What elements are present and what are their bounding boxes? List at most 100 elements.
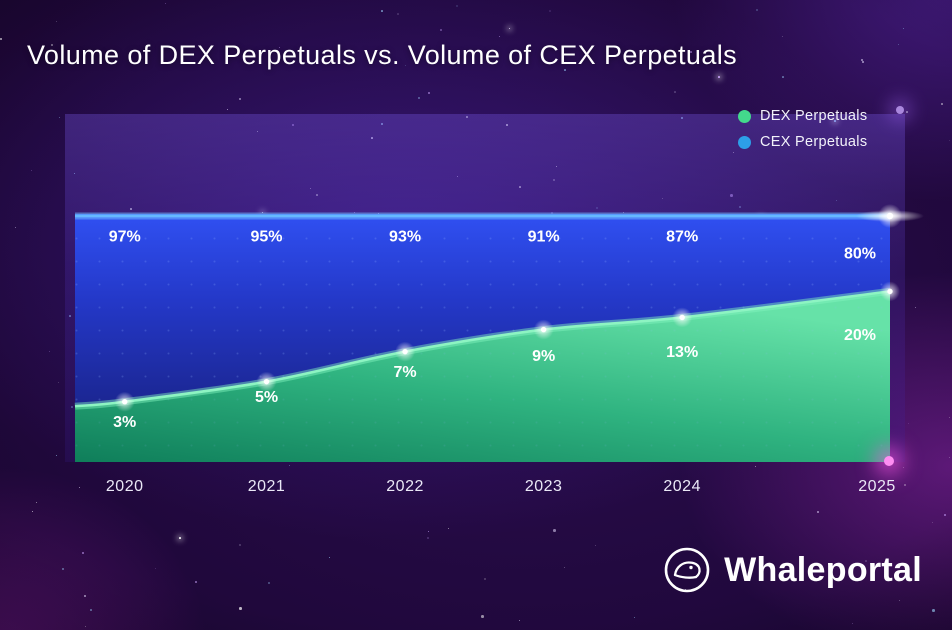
star-dot xyxy=(484,578,487,581)
star-dot xyxy=(499,36,500,37)
legend-label-dex: DEX Perpetuals xyxy=(760,108,868,124)
star-dot xyxy=(674,91,676,93)
star-dot xyxy=(817,511,819,513)
star-dot xyxy=(397,13,399,15)
star-dot xyxy=(329,557,331,559)
star-dot xyxy=(481,615,484,618)
dex-value-label: 3% xyxy=(113,414,136,431)
x-axis-label-2025: 2025 xyxy=(858,478,896,495)
star-dot xyxy=(634,617,636,619)
star-dot xyxy=(428,531,430,533)
cex-value-label: 95% xyxy=(251,229,283,246)
cex-legend-dot-icon xyxy=(738,135,751,149)
star-dot xyxy=(268,582,270,584)
data-point-marker xyxy=(540,326,547,333)
star-dot xyxy=(440,29,443,32)
star-dot xyxy=(595,545,597,547)
star-dot xyxy=(82,552,85,555)
dex-value-label: 5% xyxy=(255,389,278,406)
star-dot xyxy=(756,9,758,11)
star-dot xyxy=(179,537,181,539)
chart-panel: 97% 3% 95% 5% 93% 7% 91% 9% 87% 13% 80% 20% xyxy=(65,114,924,462)
data-point-marker xyxy=(263,378,270,385)
x-axis-label-2021: 2021 xyxy=(247,478,286,495)
star-dot xyxy=(456,5,459,8)
star-dot xyxy=(509,28,511,30)
star-dot xyxy=(31,170,32,171)
star-dot xyxy=(932,522,933,523)
star-dot xyxy=(898,44,899,45)
star-dot xyxy=(59,117,61,119)
star-dot xyxy=(564,567,566,569)
star-dot xyxy=(949,457,951,459)
cex-value-label: 87% xyxy=(666,229,698,246)
chart-title: Volume of DEX Perpetuals vs. Volume of C… xyxy=(27,40,738,70)
star-dot xyxy=(932,609,935,612)
data-point-marker xyxy=(887,288,893,295)
logo-text: Whaleportal xyxy=(724,550,922,589)
star-dot xyxy=(782,36,783,37)
x-axis-label-2023: 2023 xyxy=(524,478,563,495)
legend-item-cex: CEX Perpetuals xyxy=(738,134,867,150)
chart-legend: DEX Perpetuals CEX Perpetuals xyxy=(738,108,867,150)
star-dot xyxy=(949,140,951,142)
star-dot xyxy=(906,111,908,113)
star-dot xyxy=(903,467,904,468)
star-dot xyxy=(49,351,50,352)
star-dot xyxy=(755,466,757,468)
violet-glow-accent xyxy=(896,106,904,114)
star-dot xyxy=(0,38,3,41)
star-dot xyxy=(944,514,947,517)
x-axis-label-2020: 2020 xyxy=(105,478,144,495)
data-point-marker xyxy=(122,399,128,405)
star-dot xyxy=(718,76,720,78)
star-dot xyxy=(62,568,64,570)
star-dot xyxy=(239,98,241,100)
cex-value-label: 91% xyxy=(528,229,560,246)
dex-value-label: 20% xyxy=(844,327,876,344)
dex-value-label: 7% xyxy=(394,364,417,381)
cex-value-label: 80% xyxy=(844,246,876,263)
star-dot xyxy=(941,103,943,105)
cex-value-label: 97% xyxy=(109,229,141,246)
cex-value-label: 93% xyxy=(389,229,421,246)
star-dot xyxy=(428,92,431,95)
star-dot xyxy=(418,97,421,100)
star-dot xyxy=(32,511,34,513)
star-dot xyxy=(239,544,242,547)
legend-label-cex: CEX Perpetuals xyxy=(760,134,868,150)
star-dot xyxy=(949,417,951,419)
star-dot xyxy=(782,76,784,78)
star-dot xyxy=(56,21,57,22)
star-dot xyxy=(36,502,38,504)
star-dot xyxy=(227,109,228,110)
whaleportal-logo: Whaleportal xyxy=(663,546,922,594)
data-point-marker xyxy=(402,348,408,355)
star-dot xyxy=(165,3,167,5)
x-axis-label-2024: 2024 xyxy=(663,478,701,495)
legend-item-dex: DEX Perpetuals xyxy=(738,108,867,124)
star-dot xyxy=(90,609,92,611)
dex-legend-dot-icon xyxy=(738,109,751,123)
star-dot xyxy=(15,227,16,228)
star-dot xyxy=(58,382,60,384)
x-axis: 2020 2021 2022 2023 2024 2025 xyxy=(0,476,952,498)
star-dot xyxy=(84,595,87,598)
star-dot xyxy=(448,528,449,529)
star-dot xyxy=(56,455,58,457)
star-dot xyxy=(289,465,291,467)
star-dot xyxy=(915,307,917,309)
star-dot xyxy=(852,623,854,625)
whale-icon xyxy=(664,547,710,593)
star-dot xyxy=(553,529,556,532)
data-point-marker xyxy=(679,314,685,321)
stacked-area-chart: 97% 3% 95% 5% 93% 7% 91% 9% 87% 13% 80% 20% xyxy=(74,204,924,462)
star-dot xyxy=(155,568,157,570)
star-dot xyxy=(239,607,242,610)
star-dot xyxy=(899,600,901,602)
dex-value-label: 9% xyxy=(532,348,555,365)
star-dot xyxy=(519,620,521,622)
star-dot xyxy=(381,10,383,12)
star-dot xyxy=(195,581,197,583)
